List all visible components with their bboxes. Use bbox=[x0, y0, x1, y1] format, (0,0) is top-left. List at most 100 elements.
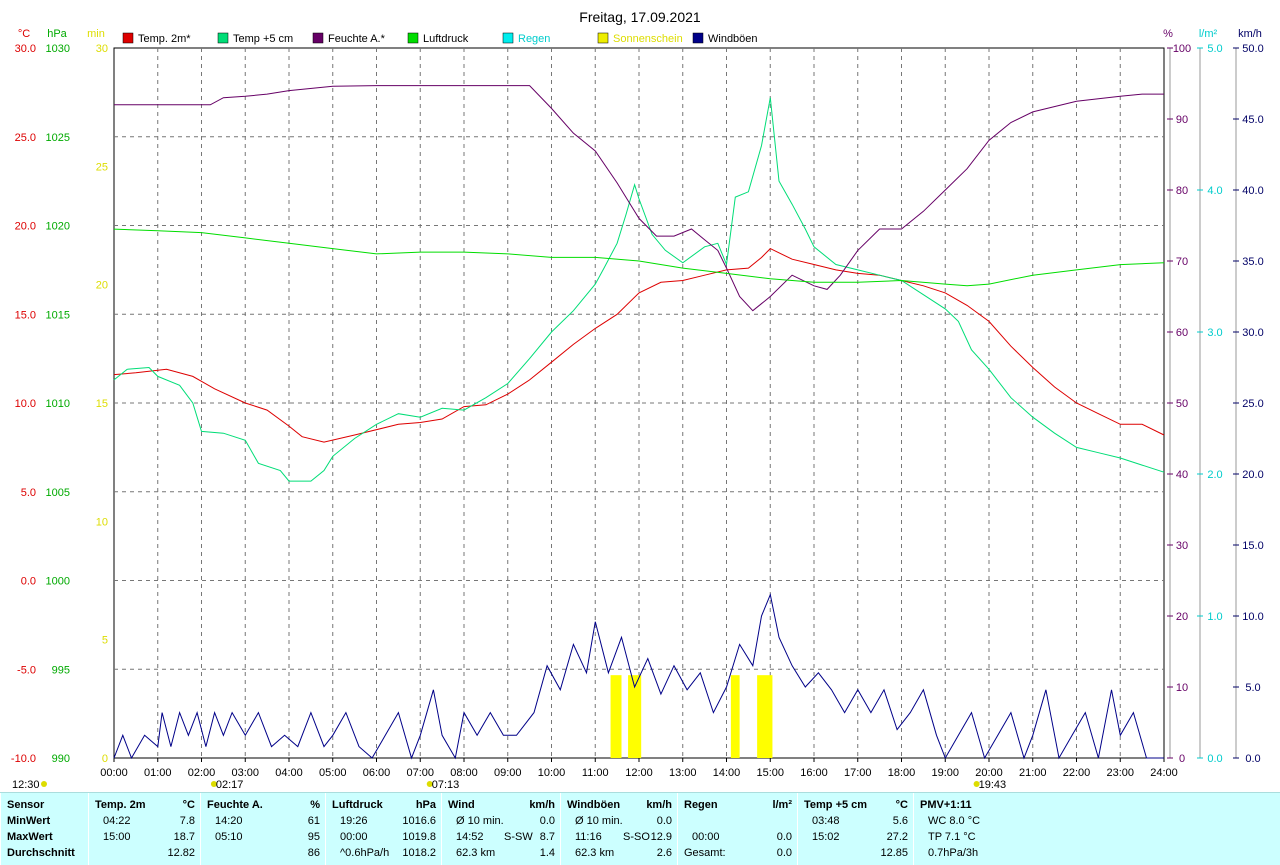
min-time: 19:26 bbox=[340, 815, 368, 827]
x-tick-label: 12:00 bbox=[625, 767, 653, 779]
max-time: 15:02 bbox=[812, 831, 840, 843]
y-tick-label-sun: 30 bbox=[96, 43, 108, 55]
row-label-min: MinWert bbox=[7, 815, 51, 827]
min-value: 0.0 bbox=[656, 815, 672, 827]
axes: 00:00 01:00 02:00 03:00 04:00 05:00 06:00 07:00… bbox=[11, 43, 1264, 779]
sunshine-bar bbox=[610, 675, 622, 758]
y-tick-label-wind: 0.0 bbox=[1245, 753, 1260, 765]
x-tick-label: 20:00 bbox=[975, 767, 1003, 779]
x-tick-label: 22:00 bbox=[1063, 767, 1091, 779]
sun-marker-label: 02:17 bbox=[216, 779, 244, 791]
y-tick-label-humidity: 20 bbox=[1176, 611, 1188, 623]
legend-label: Sonnenschein bbox=[613, 33, 683, 45]
y-tick-label-humidity: 70 bbox=[1176, 256, 1188, 268]
column-unit: km/h bbox=[529, 799, 555, 811]
legend-swatch bbox=[597, 32, 609, 44]
max-value: 95 bbox=[307, 831, 320, 843]
sun-marker-label: 19:43 bbox=[979, 779, 1007, 791]
y-tick-label-sun: 0 bbox=[102, 753, 108, 765]
stats-column: Wind km/h Ø 10 min. 0.0 14:52 S-SW 8.7 62.3 km 1… bbox=[441, 793, 561, 865]
column-header: Regen bbox=[684, 799, 718, 811]
y-tick-label-wind: 5.0 bbox=[1245, 682, 1260, 694]
series-line-luftdruck bbox=[113, 228, 1165, 287]
avg-value: 12.85 bbox=[880, 847, 908, 859]
column-header: PMV+1:11 bbox=[920, 799, 972, 811]
max-time: 14:52 bbox=[456, 831, 484, 843]
chart-legend: Temp. 2m* Temp +5 cm Feuchte A.* Luftdruck R… bbox=[122, 32, 758, 45]
y-tick-label-pressure: 995 bbox=[52, 664, 70, 676]
max-time: 15:00 bbox=[103, 831, 131, 843]
avg-label: 0.7hPa/3h bbox=[928, 847, 979, 859]
x-tick-label: 07:00 bbox=[406, 767, 434, 779]
legend-swatch bbox=[312, 32, 324, 44]
x-tick-label: 03:00 bbox=[231, 767, 259, 779]
y-tick-label-pressure: 1020 bbox=[46, 221, 70, 233]
column-unit: °C bbox=[182, 799, 195, 811]
series-line-temp-5-cm bbox=[113, 97, 1165, 482]
x-tick-label: 19:00 bbox=[931, 767, 959, 779]
y-tick-label-temp: 25.0 bbox=[15, 132, 36, 144]
x-tick-label: 18:00 bbox=[888, 767, 916, 779]
y-tick-label-sun: 5 bbox=[102, 635, 108, 647]
max-value: 8.7 bbox=[539, 831, 555, 843]
legend-label: Regen bbox=[518, 33, 550, 45]
x-tick-label: 17:00 bbox=[844, 767, 872, 779]
avg-value: 2.6 bbox=[656, 847, 672, 859]
series-lines bbox=[113, 85, 1165, 760]
legend-swatch bbox=[122, 32, 134, 44]
row-label-column: Sensor MinWert MaxWert Durchschnitt bbox=[0, 793, 89, 865]
axis-unit-label: °C bbox=[18, 28, 30, 40]
y-tick-label-pressure: 1000 bbox=[46, 576, 70, 588]
sunshine-bars bbox=[610, 675, 773, 758]
stats-column: Regen l/m² 00:00 0.0 Gesamt: 0.0 bbox=[677, 793, 798, 865]
sun-markers: 12:30 02:17 07:13 19:43 bbox=[12, 779, 1006, 791]
column-header: Windböen bbox=[567, 799, 621, 811]
y-tick-label-pressure: 990 bbox=[52, 753, 70, 765]
sun-marker-dot bbox=[210, 781, 217, 787]
column-header: Wind bbox=[448, 799, 475, 811]
sun-marker-dot bbox=[973, 781, 980, 787]
avg-label: ^0.6hPa/h bbox=[340, 847, 390, 859]
x-tick-label: 04:00 bbox=[275, 767, 303, 779]
axis-unit-label: km/h bbox=[1238, 28, 1262, 40]
max-value: 1019.8 bbox=[402, 831, 436, 843]
min-value: 1016.6 bbox=[402, 815, 436, 827]
avg-value: 12.82 bbox=[167, 847, 195, 859]
y-tick-label-temp: 15.0 bbox=[15, 309, 36, 321]
x-tick-label: 21:00 bbox=[1019, 767, 1047, 779]
min-value: 7.8 bbox=[179, 815, 195, 827]
x-tick-label: 24:00 bbox=[1150, 767, 1178, 779]
y-tick-label-sun: 15 bbox=[96, 398, 108, 410]
sun-marker-dot bbox=[426, 781, 433, 787]
y-tick-label-temp: 30.0 bbox=[15, 43, 36, 55]
y-tick-label-rain: 2.0 bbox=[1207, 469, 1222, 481]
legend-label: Temp. 2m* bbox=[138, 33, 191, 45]
column-header: Luftdruck bbox=[332, 799, 383, 811]
min-time: 14:20 bbox=[215, 815, 243, 827]
y-tick-label-humidity: 90 bbox=[1176, 114, 1188, 126]
x-tick-label: 09:00 bbox=[494, 767, 522, 779]
y-tick-label-sun: 20 bbox=[96, 280, 108, 292]
y-tick-label-pressure: 1005 bbox=[46, 487, 70, 499]
y-tick-label-wind: 10.0 bbox=[1242, 611, 1263, 623]
y-tick-label-humidity: 10 bbox=[1176, 682, 1188, 694]
max-time: 05:10 bbox=[215, 831, 243, 843]
y-tick-label-humidity: 80 bbox=[1176, 185, 1188, 197]
legend-swatch bbox=[502, 32, 514, 44]
column-header: Feuchte A. bbox=[207, 799, 263, 811]
legend-label: Luftdruck bbox=[423, 33, 469, 45]
legend-label: Feuchte A.* bbox=[328, 33, 386, 45]
y-tick-label-rain: 3.0 bbox=[1207, 327, 1222, 339]
max-value: 18.7 bbox=[173, 831, 195, 843]
y-tick-label-humidity: 0 bbox=[1179, 753, 1185, 765]
y-tick-label-humidity: 50 bbox=[1176, 398, 1188, 410]
max-value: 27.2 bbox=[886, 831, 908, 843]
y-tick-label-temp: -5.0 bbox=[17, 664, 36, 676]
avg-value: 86 bbox=[307, 847, 320, 859]
y-tick-label-wind: 50.0 bbox=[1242, 43, 1263, 55]
y-tick-label-wind: 35.0 bbox=[1242, 256, 1263, 268]
min-value: 0.0 bbox=[539, 815, 555, 827]
sun-marker-label: 12:30 bbox=[12, 779, 40, 791]
y-tick-label-rain: 4.0 bbox=[1207, 185, 1222, 197]
y-tick-label-rain: 1.0 bbox=[1207, 611, 1222, 623]
